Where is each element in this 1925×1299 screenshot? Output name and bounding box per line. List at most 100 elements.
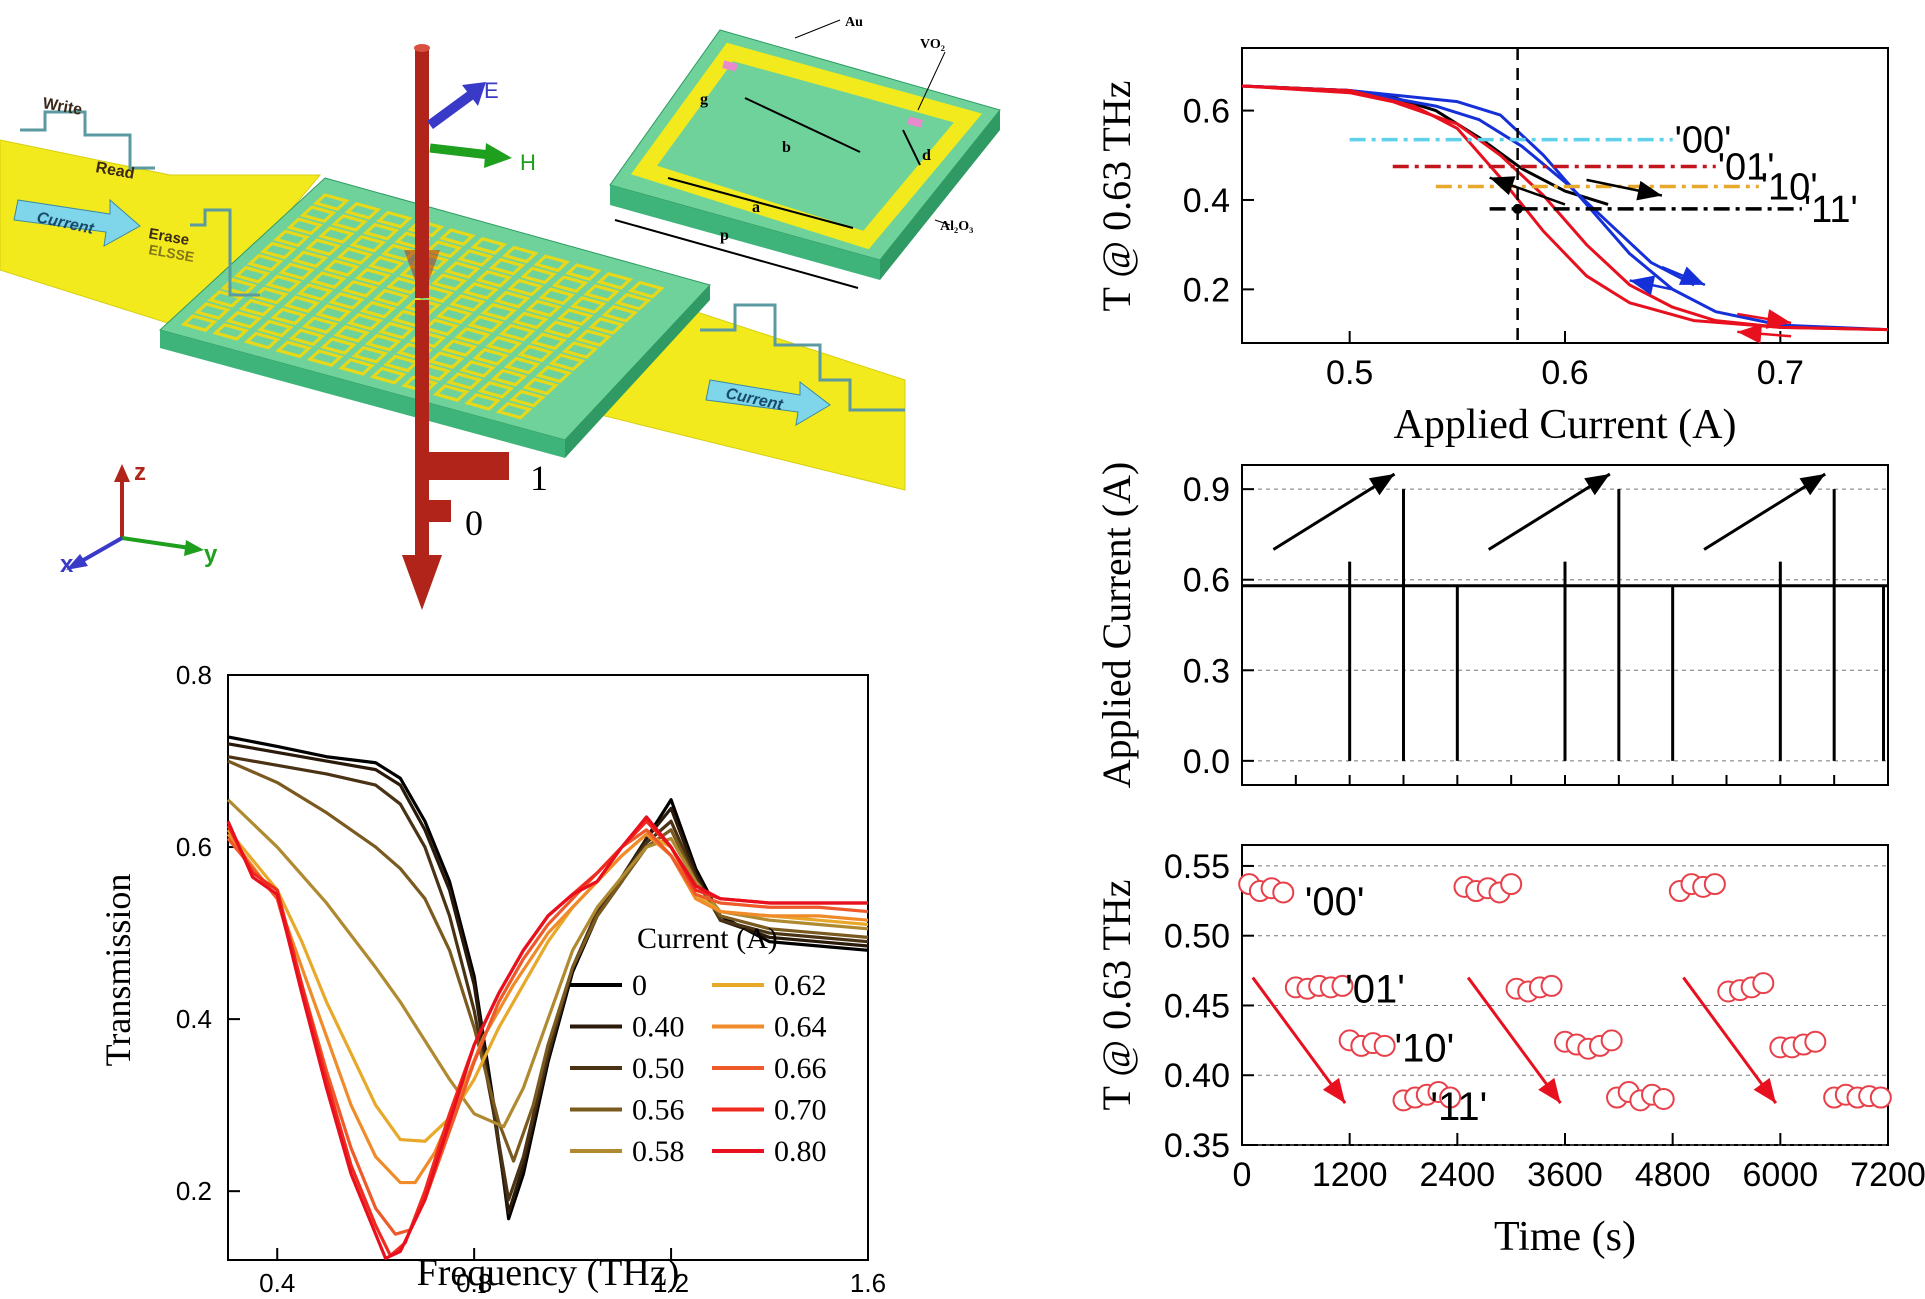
unit-cell: [323, 259, 360, 277]
inset-d-label: d: [922, 147, 931, 164]
trend-arrow: [1682, 976, 1778, 1105]
y-tick-label: 0.4: [1183, 182, 1230, 220]
trend-arrow: [1466, 976, 1562, 1105]
unit-cell: [333, 325, 371, 343]
unit-cell: [349, 234, 387, 253]
unit-cell: [467, 314, 505, 333]
unit-cell: [501, 245, 539, 264]
current-arrow-right: [705, 379, 831, 426]
unit-cell: [283, 295, 321, 314]
unit-cell: [331, 214, 368, 232]
unit-cell: [480, 302, 518, 321]
data-point: [1272, 881, 1295, 904]
e-field-label: E: [484, 78, 499, 103]
unit-cell: [517, 344, 554, 363]
y-tick-label: 0.40: [1164, 1057, 1230, 1095]
legend-label: 0.66: [774, 1052, 827, 1085]
x-tick-label: 1.6: [850, 1268, 886, 1298]
inset-al2o3-label: Al₂O₃: [940, 219, 973, 234]
write-read-pulse: [20, 110, 155, 170]
legend-label: 0.70: [774, 1094, 827, 1127]
unit-cell: [260, 241, 297, 260]
unit-cell: [362, 222, 400, 241]
series-line-blue-up: [1241, 84, 1889, 332]
data-point: [1373, 1034, 1396, 1057]
unit-cell: [380, 243, 418, 262]
y-tick-label: 0.4: [176, 1004, 212, 1034]
unit-cell: [533, 254, 571, 273]
state-label: '11': [1430, 1085, 1487, 1129]
unit-cell: [278, 262, 316, 281]
series-line-0.62: [226, 828, 869, 1143]
inset-a-label: a: [752, 199, 760, 216]
series-line-0.70: [226, 819, 868, 1258]
erase-label: Erase: [147, 225, 190, 249]
unit-cell: [275, 340, 313, 359]
unit-cell: [575, 329, 612, 347]
unit-cell: [438, 228, 476, 246]
unit-cell: [407, 219, 445, 238]
unit-cell: [535, 365, 573, 384]
unit-cell: [306, 349, 344, 367]
unit-cell: [440, 339, 478, 357]
unit-cell: [304, 238, 342, 257]
unit-cell: [522, 377, 560, 396]
inset-p-label: p: [720, 227, 729, 244]
unit-cell: [233, 265, 271, 284]
level-label: '11': [1804, 189, 1858, 231]
x-tick-label: 0: [1233, 1156, 1252, 1194]
state-label: '00': [1305, 880, 1365, 924]
unit-cell: [314, 304, 352, 322]
unit-cell: [435, 306, 473, 324]
unit-cell: [375, 210, 413, 229]
data-point: [1540, 974, 1563, 997]
unit-cell: [462, 282, 500, 300]
loop-arrow-red-back-head: [1737, 323, 1763, 344]
unit-cell: [430, 273, 468, 292]
unit-cell: [338, 357, 376, 376]
loop-arrow-black-back-head: [1489, 176, 1516, 196]
data-point: [1752, 972, 1775, 995]
hysteresis-chart: 0.2 0.4 0.6 0.5 0.6 0.7 '00' '01' '10' '11' Appl…: [1090, 0, 1920, 450]
bit-one-label: 1: [530, 458, 548, 498]
series-line-0.56: [227, 759, 869, 1163]
plot-frame: [227, 674, 869, 1261]
loop-arrow-blue-head: [1678, 266, 1705, 285]
unit-cell: [475, 269, 513, 288]
unit-cell: [561, 341, 599, 359]
unit-cell: [257, 319, 294, 338]
inset-vo2-label: VO₂: [920, 37, 945, 52]
unit-cell: [446, 372, 483, 390]
unit-cell: [225, 310, 263, 329]
x-axis-label: Time (s): [1494, 1214, 1636, 1260]
inset-g-label: g: [700, 91, 708, 108]
inset-au-label: Au: [845, 15, 863, 30]
state-label: '10': [1395, 1026, 1455, 1070]
level-label: '00': [1675, 120, 1732, 162]
legend-label: 0.50: [632, 1052, 685, 1085]
unit-cell: [320, 337, 357, 355]
unit-cell-inset: Au VO₂ Al₂O₃ g b a d p: [609, 15, 1001, 289]
data-point: [1804, 1030, 1827, 1053]
read-state-chart: 0.35 0.40 0.45 0.50 0.55 0 1200 2400 3600 4800 600…: [1090, 810, 1925, 1299]
unit-cell: [509, 389, 546, 408]
device-schematic: Write Read Erase ELSSE Current Current 1…: [0, 0, 1010, 620]
unit-cell: [432, 384, 470, 402]
loop-arrow-blue-back-head: [1629, 275, 1656, 296]
unit-cell: [273, 229, 311, 248]
h-field-label: H: [520, 150, 536, 175]
legend-label: 0.58: [632, 1135, 685, 1168]
x-tick-label: 0.7: [1757, 354, 1804, 392]
x-tick-label: 0.5: [1326, 354, 1373, 392]
y-axis-label: T @ 0.63 THz: [1094, 81, 1139, 312]
unit-cell: [506, 278, 544, 297]
bit-zero-bar: [429, 500, 451, 522]
unit-cell: [328, 292, 365, 310]
unit-cell: [364, 333, 402, 352]
legend-label: 0.64: [774, 1011, 827, 1044]
data-point: [1331, 974, 1354, 997]
trend-arrow: [1251, 976, 1347, 1105]
x-tick-label: 6000: [1743, 1156, 1819, 1194]
axis-y-label: y: [204, 541, 218, 568]
unit-cell: [477, 380, 515, 399]
